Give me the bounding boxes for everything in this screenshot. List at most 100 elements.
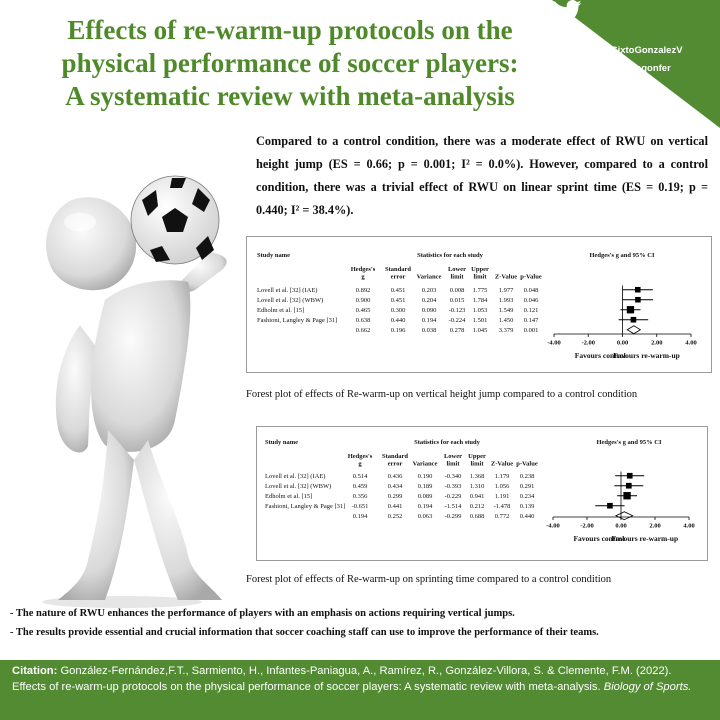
cell-se: 0.434 (388, 483, 403, 490)
findings-summary: Compared to a control condition, there w… (256, 130, 708, 222)
favours-rwu-label: Favours re-warm-up (613, 351, 680, 360)
cell-p: 0.234 (520, 493, 535, 500)
cell-z: 1.191 (495, 493, 510, 500)
study-name: Edholm et al. [15] (265, 493, 312, 500)
cell-lower: 0.278 (450, 327, 465, 334)
cell-se: 0.451 (391, 287, 406, 294)
cell-lower: -0.229 (445, 493, 462, 500)
summary-diamond (614, 511, 634, 521)
cell-p: 0.046 (524, 297, 539, 304)
cell-upper: 0.688 (470, 513, 485, 520)
cell-se: 0.252 (388, 513, 403, 520)
favours-rwu-label: Favours re-warm-up (611, 534, 678, 543)
x-tick-label: 4.00 (685, 340, 696, 347)
twitter-handle-2[interactable]: @frangonfer (614, 63, 671, 74)
cell-upper: 1.784 (473, 297, 488, 304)
column-header-2: Variance (417, 274, 442, 281)
effect-marker (635, 296, 641, 303)
header-study-name: Study name (265, 439, 298, 446)
study-name: Fashioni, Langley & Page [31] (265, 503, 345, 510)
cell-z: 1.549 (499, 307, 514, 314)
cell-var: 0.089 (418, 493, 433, 500)
cell-se: 0.441 (388, 503, 403, 510)
cell-z: 1.056 (495, 483, 510, 490)
cell-se: 0.451 (391, 297, 406, 304)
cell-g: 0.514 (353, 473, 368, 480)
column-header-2: Variance (413, 461, 438, 468)
forest-plot-vertical-jump: Study name Statistics for each study Hedge… (246, 236, 712, 373)
study-name: Lovell et al. [32] (WBW) (257, 297, 323, 304)
column-header-3-a: Lower (444, 453, 462, 460)
cell-upper: 1.053 (473, 307, 488, 314)
cell-p: 0.048 (524, 287, 539, 294)
column-header-4-b: limit (474, 274, 488, 281)
cell-var: 0.203 (422, 287, 437, 294)
x-tick-label: 4.00 (683, 523, 694, 530)
cell-p: 0.440 (520, 513, 535, 520)
cell-upper: 0.212 (470, 503, 485, 510)
column-header-0-a: Hedges's (348, 453, 373, 460)
effect-marker (626, 472, 633, 479)
x-tick-label: -2.00 (580, 523, 594, 530)
x-tick-label: 2.00 (651, 340, 662, 347)
cell-p: 0.001 (524, 327, 539, 334)
cell-z: 1.977 (499, 287, 514, 294)
x-tick-label: -2.00 (581, 340, 595, 347)
header-statistics: Statistics for each study (414, 439, 481, 446)
cell-var: 0.194 (422, 317, 437, 324)
cell-g: 0.662 (356, 327, 371, 334)
effect-marker (623, 492, 631, 500)
cell-upper: 1.045 (473, 327, 488, 334)
cell-z: -1.478 (494, 503, 511, 510)
column-header-1-a: Standard (385, 266, 411, 273)
cell-g: 0.465 (356, 307, 371, 314)
cell-g: 0.900 (356, 297, 371, 304)
cell-p: 0.139 (520, 503, 535, 510)
effect-marker (635, 286, 641, 293)
corner-triangle (552, 0, 720, 128)
column-header-4-a: Upper (471, 266, 489, 273)
cell-z: 0.772 (495, 513, 510, 520)
soccer-figure-illustration (42, 175, 227, 608)
twitter-handle-1[interactable]: @SixtoGonzalezV (602, 45, 683, 56)
cell-g: 0.194 (353, 513, 368, 520)
cell-var: 0.189 (418, 483, 433, 490)
column-header-1-b: error (391, 274, 406, 281)
x-tick-label: 0.00 (617, 340, 628, 347)
cell-upper: 0.941 (470, 493, 485, 500)
cell-p: 0.291 (520, 483, 535, 490)
poster-title: Effects of re-warm-up protocols on the p… (30, 14, 550, 113)
cell-lower: -0.123 (449, 307, 466, 314)
study-name: Lovell et al. [32] (WBW) (265, 483, 331, 490)
column-header-1-b: error (388, 461, 403, 468)
x-tick-label: 2.00 (649, 523, 660, 530)
cell-lower: 0.015 (450, 297, 465, 304)
column-header-0-b: g (358, 461, 362, 468)
effect-marker (625, 482, 632, 489)
favours-control-label: Favours control (575, 351, 626, 360)
study-name: Edholm et al. [15] (257, 307, 304, 314)
column-header-5: Z-Value (491, 461, 513, 468)
cell-var: 0.194 (418, 503, 433, 510)
cell-lower: -1.514 (445, 503, 463, 510)
citation-label: Citation: (12, 665, 58, 677)
cell-g: 0.892 (356, 287, 371, 294)
column-header-3-b: limit (451, 274, 465, 281)
study-name: Lovell et al. [32] (IAE) (257, 287, 317, 294)
title-line-1: Effects of re-warm-up protocols on the (67, 15, 513, 45)
forest-plot-2-svg: Study name Statistics for each study Hedge… (265, 439, 695, 543)
title-line-2: physical performance of soccer players: (61, 48, 519, 78)
column-header-6: p-Value (516, 461, 538, 468)
twitter-icon[interactable] (552, 0, 582, 24)
column-header-0-a: Hedges's (351, 266, 376, 273)
summary-text: Compared to a control condition, there w… (256, 134, 708, 217)
cell-g: 0.459 (353, 483, 368, 490)
x-tick-label: 0.00 (615, 523, 626, 530)
cell-var: 0.204 (422, 297, 437, 304)
column-header-5: Z-Value (495, 274, 517, 281)
cell-lower: -0.299 (445, 513, 462, 520)
cell-upper: 1.368 (470, 473, 485, 480)
cell-var: 0.190 (418, 473, 433, 480)
header-ci: Hedges's g and 95% CI (589, 252, 654, 259)
conclusions-list: - The nature of RWU enhances the perform… (10, 608, 710, 646)
